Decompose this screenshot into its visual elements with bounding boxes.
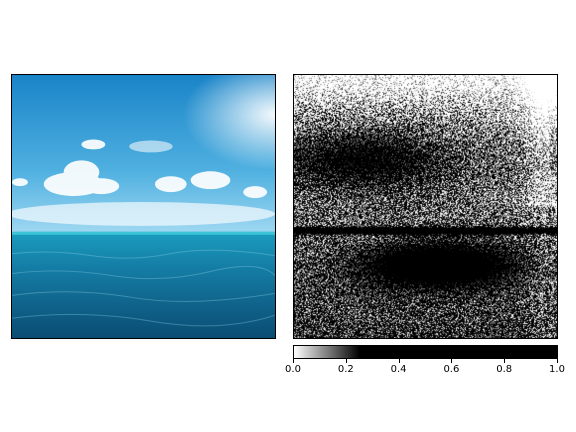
colorbar-tick-label: 0.2 — [337, 364, 354, 375]
waves — [12, 249, 275, 327]
attribution-heatmap — [293, 74, 558, 339]
colorbar-tick-label: 0.4 — [390, 364, 407, 375]
colorbar-tick — [345, 359, 347, 363]
colorbar-tick-label: 1.0 — [549, 364, 565, 375]
clouds — [12, 139, 275, 226]
colorbar-tick-label: 0.8 — [496, 364, 513, 375]
heatmap-canvas — [294, 75, 557, 338]
ocean-image — [12, 75, 275, 338]
input-photo — [11, 74, 276, 339]
colorbar-tick-label: 0.6 — [443, 364, 460, 375]
horizon — [12, 231, 275, 235]
colorbar-tick — [504, 359, 506, 363]
colorbar — [293, 345, 558, 359]
colorbar-tick-label: 0.0 — [285, 364, 301, 375]
colorbar-tick — [451, 359, 453, 363]
sea — [12, 231, 275, 338]
colorbar-tick — [398, 359, 400, 363]
colorbar-tick — [557, 359, 558, 363]
colorbar-tick — [293, 359, 294, 363]
